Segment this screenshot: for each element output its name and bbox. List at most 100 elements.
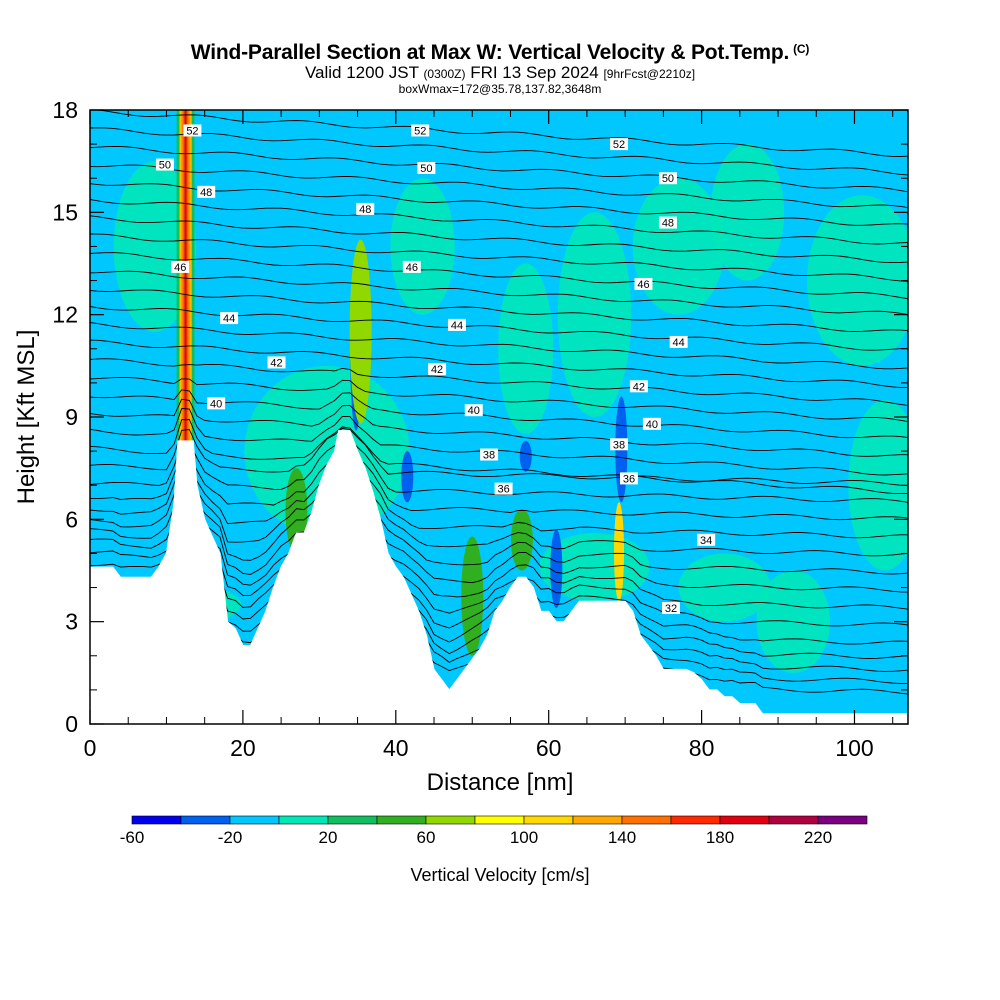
contour-label-text: 46: [174, 262, 186, 274]
contour-label-text: 44: [223, 313, 235, 325]
y-axis-title: Height [Kft MSL]: [13, 330, 40, 505]
contour-label: 46: [402, 260, 421, 274]
contour-label-bg: [480, 448, 499, 461]
contour-label: 42: [629, 380, 648, 393]
colorbar-swatch: [523, 815, 574, 825]
contour-label-text: 46: [406, 262, 418, 274]
theta-contour: [90, 252, 908, 300]
colorbar-tick-label: -20: [218, 828, 243, 847]
contour-label: 38: [610, 438, 629, 451]
contour-label: 34: [697, 533, 716, 547]
contour-label: 46: [171, 260, 190, 274]
colorbar-tick-label: 20: [319, 828, 338, 847]
velocity-cell: [401, 451, 414, 503]
y-tick-label: 0: [65, 711, 78, 737]
colorbar-title: Vertical Velocity [cm/s]: [410, 865, 589, 885]
x-axis-title: Distance [nm]: [427, 769, 574, 796]
contour-label-bg: [197, 185, 216, 198]
colorbar-swatch: [768, 815, 819, 825]
velocity-cell: [519, 440, 532, 472]
velocity-cell: [614, 502, 625, 602]
contour-label-text: 52: [186, 125, 198, 137]
contour-label-text: 52: [414, 125, 426, 137]
x-tick-label: 20: [230, 735, 256, 761]
theta-contour: [90, 289, 908, 332]
contour-label-text: 38: [613, 439, 625, 451]
contour-label: 40: [642, 417, 661, 431]
y-tick-label: 3: [65, 609, 78, 635]
contour-label: 50: [417, 161, 436, 175]
contour-label-bg: [171, 260, 190, 273]
contour-label-text: 44: [673, 337, 685, 349]
contour-label-text: 50: [420, 163, 432, 175]
theta-contour: [90, 427, 908, 487]
contour-label-bg: [634, 277, 653, 290]
theta-contour: [90, 145, 908, 193]
contour-label: 48: [197, 185, 216, 199]
contour-label-text: 42: [270, 357, 282, 369]
contour-label: 44: [669, 335, 688, 349]
teal-region: [848, 399, 908, 571]
contour-label-bg: [183, 124, 202, 137]
theta-contour: [90, 389, 908, 439]
contour-label-text: 38: [483, 450, 495, 462]
contour-label-bg: [669, 335, 688, 348]
box-info-line: boxWmax=172@35.78,137.82,3648m: [398, 82, 602, 96]
y-tick-label: 6: [65, 506, 78, 532]
teal-region: [710, 144, 785, 281]
theta-contour: [90, 376, 908, 423]
contour-label-text: 32: [665, 603, 677, 615]
theta-contour: [90, 473, 908, 557]
contour-label-text: 40: [210, 398, 222, 410]
colorbar: -60 -20 20 60 100 140 180 220: [120, 815, 868, 847]
colorbar-swatch: [131, 815, 182, 825]
theta-contour: [90, 233, 908, 282]
contour-label: 36: [619, 472, 638, 485]
colorbar-swatch: [621, 815, 672, 825]
contour-label-bg: [658, 216, 677, 229]
contour-label: 44: [447, 318, 466, 332]
contour-label: 38: [480, 448, 499, 462]
colorbar-tick-label: 220: [804, 828, 832, 847]
colorbar-swatch: [670, 815, 721, 825]
colorbar-swatch: [425, 815, 476, 825]
x-tick-label: 80: [689, 735, 715, 761]
teal-region: [807, 195, 908, 366]
theta-contour: [90, 183, 908, 226]
theta-contour: [90, 450, 908, 521]
colorbar-tick-label: 100: [510, 828, 538, 847]
contour-label: 52: [183, 124, 202, 137]
contour-label: 42: [267, 356, 286, 369]
x-tick-label: 40: [383, 735, 409, 761]
colorbar-swatch: [229, 815, 280, 825]
colorbar-tick-label: 60: [417, 828, 436, 847]
contour-label-text: 48: [662, 218, 674, 230]
contour-label-bg: [411, 124, 430, 137]
y-tick-label: 18: [52, 97, 78, 123]
theta-contour: [90, 199, 908, 245]
contour-label-bg: [610, 138, 629, 151]
contour-label: 46: [634, 277, 653, 291]
colorbar-swatch: [376, 815, 427, 825]
forecast-info: [9hrFcst@2210z]: [603, 67, 696, 81]
theta-contour: [90, 358, 908, 406]
velocity-cell: [461, 536, 484, 656]
contour-label-text: 46: [637, 279, 649, 291]
colorbar-swatch: [278, 815, 329, 825]
contour-label-bg: [447, 318, 466, 331]
valid-date: FRI 13 Sep 2024: [470, 63, 599, 82]
contour-label-text: 48: [200, 187, 212, 199]
velocity-cell: [550, 529, 563, 609]
valid-utc: (0300Z): [423, 67, 466, 81]
contour-label: 44: [220, 312, 239, 325]
teal-region: [632, 178, 725, 315]
colorbar-tick-label: 140: [608, 828, 636, 847]
contour-label-text: 42: [633, 381, 645, 393]
colorbar-swatch: [180, 815, 231, 825]
contour-label: 42: [428, 363, 447, 376]
contour-label-text: 36: [497, 484, 509, 496]
theta-contour: [90, 462, 908, 539]
colorbar-swatch: [719, 815, 770, 825]
contour-label-bg: [267, 356, 286, 369]
